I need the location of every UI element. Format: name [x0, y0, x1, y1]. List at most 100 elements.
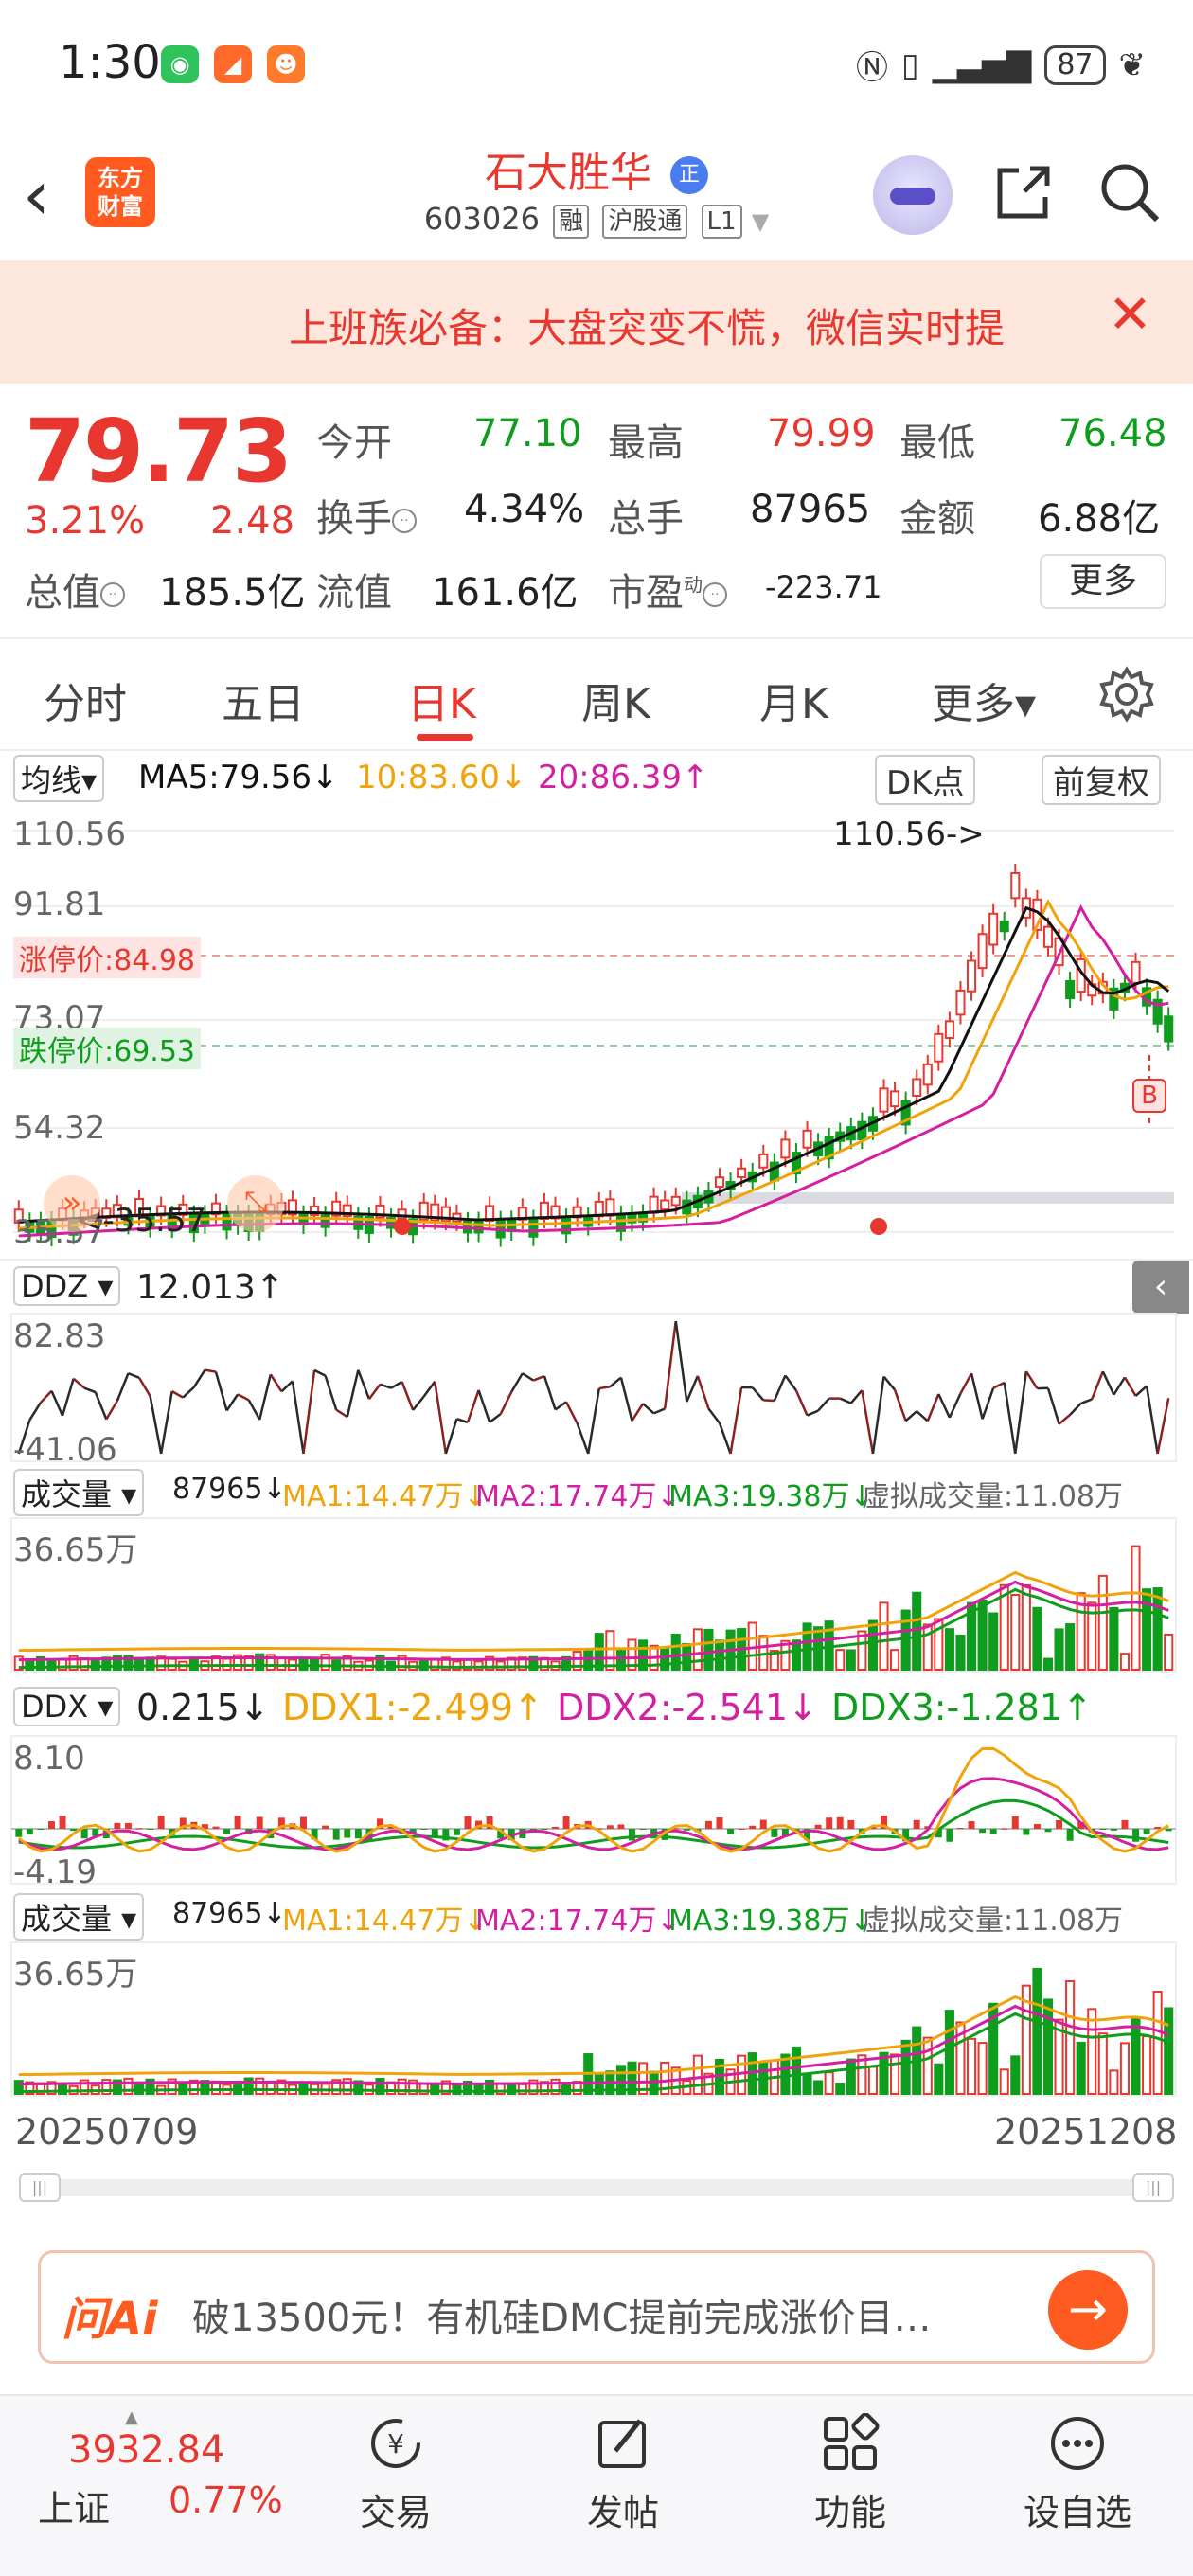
share-icon[interactable]	[990, 159, 1057, 225]
expand-left-icon[interactable]: »	[44, 1175, 100, 1232]
index-value: 3932.84	[68, 2428, 225, 2472]
volume-bar	[1142, 2035, 1152, 2095]
volume-bar	[1152, 1587, 1163, 1671]
tab-five-day[interactable]: 五日	[222, 680, 305, 728]
index-widget[interactable]: ▲ 3932.84 上证 0.77%	[0, 2396, 284, 2576]
volume-bar	[922, 2036, 933, 2095]
volume-bar	[1164, 2007, 1174, 2095]
ask-ai-question[interactable]: 破13500元！有机硅DMC提前完成涨价目…	[192, 2297, 932, 2340]
nav-post[interactable]: 发帖	[528, 2413, 718, 2535]
ddz-segment	[456, 1418, 469, 1424]
arrow-right-icon[interactable]: →	[1048, 2270, 1128, 2350]
volume-bar	[90, 1657, 100, 1672]
ask-ai-bar[interactable]: 问Ai 破13500元！有机硅DMC提前完成涨价目… →	[38, 2250, 1155, 2364]
collapse-panel-icon[interactable]: ‹	[1132, 1261, 1189, 1314]
scroll-handle-right[interactable]: |||	[1132, 2174, 1174, 2202]
candle-body	[769, 1161, 779, 1182]
ddx-bar	[201, 1824, 208, 1829]
gear-icon[interactable]	[1098, 666, 1155, 723]
ma-selector[interactable]: 均线▾	[13, 755, 105, 802]
kline-canvas[interactable]	[0, 804, 1193, 1259]
volume-selector-1[interactable]: 成交量 ▾	[13, 1469, 145, 1516]
volume-bar	[1065, 1979, 1076, 2096]
volume-bar	[692, 2054, 703, 2095]
volume-bar	[857, 1630, 867, 1671]
ai-assistant-button[interactable]	[873, 155, 953, 235]
ddx-bar	[716, 1817, 723, 1829]
ddx-bar	[541, 1829, 548, 1830]
stock-code-line[interactable]: 603026 融 沪股通 L1 ▼	[0, 201, 1193, 239]
nav-watchlist[interactable]: 设自选	[983, 2413, 1172, 2535]
search-icon[interactable]	[1096, 159, 1163, 225]
ddz-segment	[849, 1389, 864, 1404]
eastmoney-logo[interactable]: 东方 财富	[85, 157, 155, 227]
tab-daily-k[interactable]: 日K	[407, 680, 476, 728]
volume-label: 总手	[608, 497, 684, 541]
tab-more[interactable]: 更多▾	[932, 680, 1037, 728]
volume-bar	[134, 2082, 145, 2096]
dk-point-button[interactable]: DK点	[875, 755, 976, 805]
volume-legend-2: 成交量 ▾ 87965↓ MA1:14.47万↓ MA2:17.74万↓ MA3…	[0, 1887, 1193, 1941]
ddz-segment	[1024, 1370, 1039, 1389]
kline-chart-area[interactable]: 均线▾ MA5:79.56↓ 10:83.60↓ 20:86.39↑ DK点 前…	[0, 751, 1193, 2205]
chart-scrollbar[interactable]: ||| |||	[19, 2174, 1174, 2202]
change-amount: 2.48	[210, 499, 295, 543]
ddx-bar	[629, 1829, 635, 1841]
ddx-bar	[847, 1819, 855, 1829]
ddx-bar	[661, 1829, 668, 1840]
tab-weekly-k[interactable]: 周K	[581, 680, 650, 728]
ddz-canvas[interactable]	[0, 1312, 1193, 1463]
ddx-bar	[738, 1828, 745, 1830]
tab-monthly-k[interactable]: 月K	[759, 680, 828, 728]
ddx-bar	[409, 1829, 417, 1834]
ddz-segment	[1080, 1398, 1093, 1405]
active-tab-indicator	[417, 734, 473, 741]
candle-body	[222, 1213, 232, 1231]
ddx-bar	[114, 1822, 121, 1829]
volume-bar	[1054, 1628, 1064, 1671]
more-quote-button[interactable]: 更多	[1040, 554, 1166, 609]
volume-selector-2[interactable]: 成交量 ▾	[13, 1893, 145, 1941]
volume-bar	[440, 1656, 451, 1671]
buy-signal-badge[interactable]: B	[1132, 1079, 1166, 1113]
candle-body	[824, 1136, 834, 1160]
ddz-segment	[729, 1386, 743, 1455]
max-price-annotation: 110.56->	[833, 815, 985, 853]
volume-canvas-2[interactable]	[0, 1941, 1193, 2102]
ddx2-value: DDX2:-2.541↓	[557, 1687, 818, 1728]
ddx-bar	[826, 1817, 833, 1829]
ddz-segment	[893, 1389, 907, 1422]
ddx-bar	[946, 1829, 953, 1842]
tab-intraday[interactable]: 分时	[44, 680, 127, 728]
nav-function[interactable]: 功能	[756, 2412, 945, 2535]
volume-canvas-1[interactable]	[0, 1516, 1193, 1677]
fullscreen-icon[interactable]: ⤡	[227, 1175, 284, 1232]
close-icon[interactable]: ✕	[1108, 284, 1152, 346]
adjust-mode-button[interactable]: 前复权	[1042, 755, 1161, 805]
volume-bar	[342, 2078, 352, 2096]
volume-bar	[320, 1654, 330, 1671]
volume-bar	[1164, 1633, 1174, 1671]
ddz-selector[interactable]: DDZ ▾	[13, 1266, 121, 1306]
ddx-bar	[562, 1816, 570, 1829]
nav-trade[interactable]: ¥ 交易	[301, 2413, 490, 2535]
volume-ma2-line	[18, 1580, 1169, 1662]
stock-title[interactable]: 石大胜华 正	[0, 138, 1193, 199]
ddx-bar	[387, 1826, 395, 1829]
volume-bar	[637, 2062, 649, 2095]
ddx-canvas[interactable]	[0, 1734, 1193, 1886]
ddz-segment	[532, 1374, 545, 1382]
ddx-bar	[354, 1829, 362, 1839]
volume-bar	[539, 2081, 550, 2095]
ddx-selector[interactable]: DDX ▾	[13, 1687, 121, 1726]
ddx-bar	[639, 1829, 647, 1830]
volume-bar	[857, 2054, 867, 2096]
scroll-handle-left[interactable]: |||	[19, 2174, 61, 2202]
ddz-segment	[412, 1395, 425, 1411]
ddz-segment	[718, 1422, 732, 1455]
back-button[interactable]: ‹	[23, 155, 50, 235]
ddz-segment	[40, 1389, 53, 1404]
candle-body	[791, 1152, 802, 1175]
promo-banner[interactable]: 上班族必备：大盘突变不慌，微信实时提 ✕	[0, 260, 1193, 384]
clock: 1:30	[59, 36, 161, 89]
